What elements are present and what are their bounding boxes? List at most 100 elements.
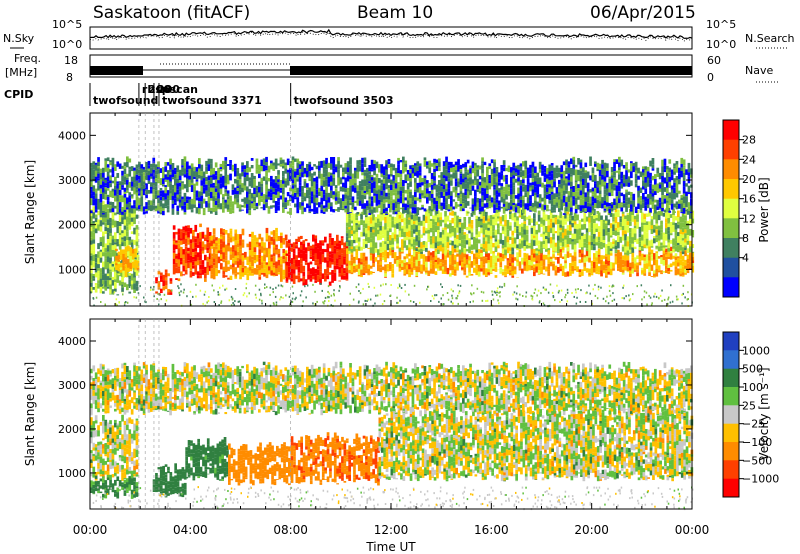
- heatmap-cell: [130, 273, 134, 281]
- heatmap-cell: [518, 268, 522, 271]
- heatmap-cell: [493, 198, 496, 201]
- heatmap-cell: [361, 157, 364, 164]
- heatmap-cell: [565, 206, 568, 211]
- heatmap-cell: [109, 183, 112, 188]
- heatmap-cell: [679, 216, 683, 223]
- heatmap-cell: [339, 177, 343, 182]
- heatmap-cell: [662, 260, 666, 266]
- heatmap-cell: [638, 237, 642, 242]
- heatmap-cell: [117, 268, 121, 272]
- heatmap-cell: [326, 256, 330, 261]
- heatmap-cell: [589, 156, 592, 163]
- heatmap-cell: [306, 203, 309, 209]
- heatmap-cell: [449, 220, 452, 223]
- heatmap-cell: [272, 162, 276, 166]
- heatmap-cell: [212, 252, 216, 259]
- heatmap-cell: [523, 210, 527, 216]
- heatmap-cell: [653, 238, 656, 244]
- heatmap-cell: [655, 259, 659, 263]
- heatmap-cell: [404, 163, 408, 167]
- heatmap-cell: [116, 212, 120, 214]
- heatmap-cell: [220, 254, 223, 259]
- heatmap-cell: [632, 200, 636, 207]
- heatmap-cell: [231, 164, 235, 168]
- heatmap-cell: [306, 171, 309, 178]
- heatmap-cell: [458, 216, 462, 219]
- heatmap-cell: [210, 256, 214, 261]
- heatmap-cell: [327, 197, 331, 203]
- heatmap-cell: [214, 179, 218, 186]
- heatmap-cell: [241, 183, 244, 188]
- heatmap-cell: [190, 204, 194, 210]
- heatmap-cell: [176, 172, 180, 179]
- heatmap-cell: [333, 240, 337, 246]
- heatmap-cell: [263, 268, 266, 273]
- heatmap-cell: [416, 212, 420, 215]
- heatmap-cell: [104, 211, 108, 218]
- heatmap-cell: [414, 197, 417, 201]
- heatmap-cell: [270, 160, 273, 164]
- heatmap-cell: [147, 180, 151, 184]
- heatmap-cell: [366, 192, 369, 195]
- heatmap-cell: [408, 247, 411, 254]
- heatmap-cell: [501, 269, 505, 272]
- heatmap-cell: [224, 260, 228, 267]
- heatmap-cell: [97, 270, 100, 274]
- heatmap-cell: [581, 218, 584, 222]
- heatmap-cell: [531, 161, 535, 168]
- heatmap-cell: [229, 207, 232, 214]
- heatmap-cell: [222, 160, 225, 164]
- heatmap-cell: [422, 214, 426, 221]
- heatmap-cell: [453, 254, 457, 261]
- heatmap-cell: [537, 250, 541, 255]
- heatmap-cell: [379, 264, 383, 268]
- heatmap-cell: [351, 173, 355, 179]
- heatmap-cell: [373, 170, 376, 176]
- heatmap-cell: [579, 188, 583, 191]
- heatmap-cell: [417, 225, 421, 230]
- heatmap-cell: [255, 202, 259, 207]
- heatmap-cell: [357, 275, 361, 277]
- heatmap-cell: [638, 261, 642, 266]
- heatmap-cell: [498, 210, 501, 212]
- heatmap-cell: [434, 215, 438, 219]
- heatmap-cell: [543, 184, 547, 187]
- heatmap-cell: [224, 170, 228, 177]
- heatmap-cell: [625, 170, 628, 175]
- heatmap-cell: [482, 258, 486, 265]
- heatmap-cell: [416, 166, 420, 171]
- heatmap-cell: [102, 181, 105, 188]
- heatmap-cell: [511, 244, 515, 248]
- heatmap-cell: [358, 200, 362, 206]
- heatmap-cell: [345, 248, 349, 255]
- heatmap-cell: [510, 183, 513, 189]
- heatmap-cell: [614, 253, 618, 257]
- heatmap-cell: [631, 243, 635, 248]
- heatmap-cell: [121, 185, 124, 188]
- heatmap-cell: [128, 166, 132, 170]
- heatmap-cell: [345, 279, 349, 281]
- heatmap-cell: [97, 162, 100, 167]
- heatmap-cell: [583, 254, 587, 258]
- heatmap-cell: [519, 185, 523, 191]
- heatmap-cell: [123, 187, 127, 192]
- heatmap-cell: [202, 171, 206, 179]
- heatmap-cell: [432, 264, 435, 268]
- heatmap-cell: [207, 192, 211, 197]
- heatmap-cell: [416, 207, 420, 213]
- heatmap-cell: [270, 205, 273, 208]
- cpid-program-label: twofsound 3371: [162, 94, 262, 107]
- heatmap-cell: [483, 203, 487, 208]
- heatmap-cell: [222, 199, 225, 206]
- heatmap-cell: [250, 177, 254, 183]
- heatmap-cell: [296, 179, 300, 182]
- heatmap-cell: [384, 276, 387, 278]
- heatmap-cell: [265, 202, 268, 208]
- heatmap-cell: [178, 169, 182, 176]
- heatmap-cell: [111, 208, 115, 213]
- heatmap-cell: [265, 247, 269, 252]
- heatmap-cell: [186, 196, 189, 200]
- heatmap-cell: [320, 197, 324, 205]
- heatmap-cell: [303, 207, 307, 211]
- heatmap-cell: [258, 276, 262, 280]
